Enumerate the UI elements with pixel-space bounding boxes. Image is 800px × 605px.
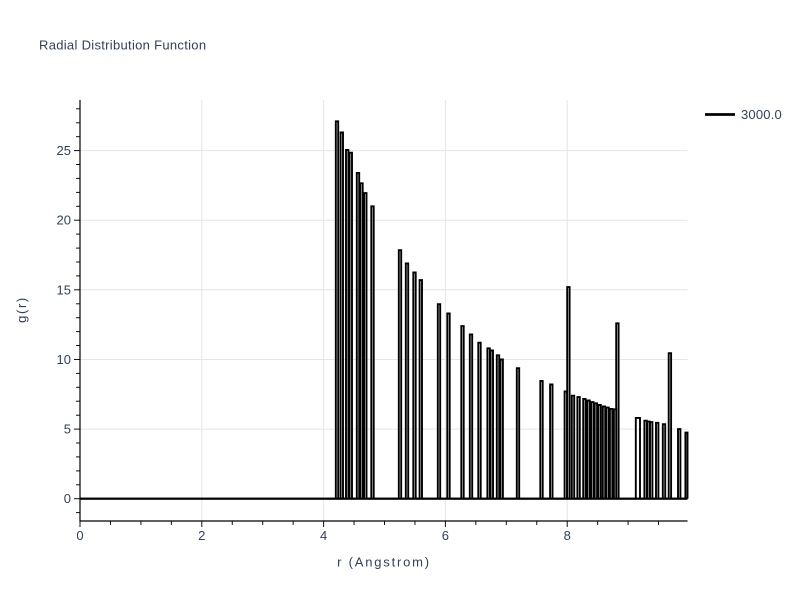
svg-text:Radial Distribution Function: Radial Distribution Function [39, 38, 206, 53]
svg-text:3000.0: 3000.0 [741, 107, 782, 122]
svg-text:r (Angstrom): r (Angstrom) [337, 555, 431, 570]
svg-text:8: 8 [564, 528, 571, 543]
svg-text:6: 6 [442, 528, 449, 543]
svg-text:0: 0 [64, 491, 71, 506]
svg-text:g(r): g(r) [14, 296, 29, 323]
svg-text:20: 20 [57, 213, 71, 228]
svg-text:4: 4 [320, 528, 327, 543]
svg-text:15: 15 [57, 282, 71, 297]
svg-text:0: 0 [76, 528, 83, 543]
svg-text:2: 2 [198, 528, 205, 543]
svg-text:10: 10 [57, 352, 71, 367]
svg-text:5: 5 [64, 422, 71, 437]
svg-text:25: 25 [57, 143, 71, 158]
